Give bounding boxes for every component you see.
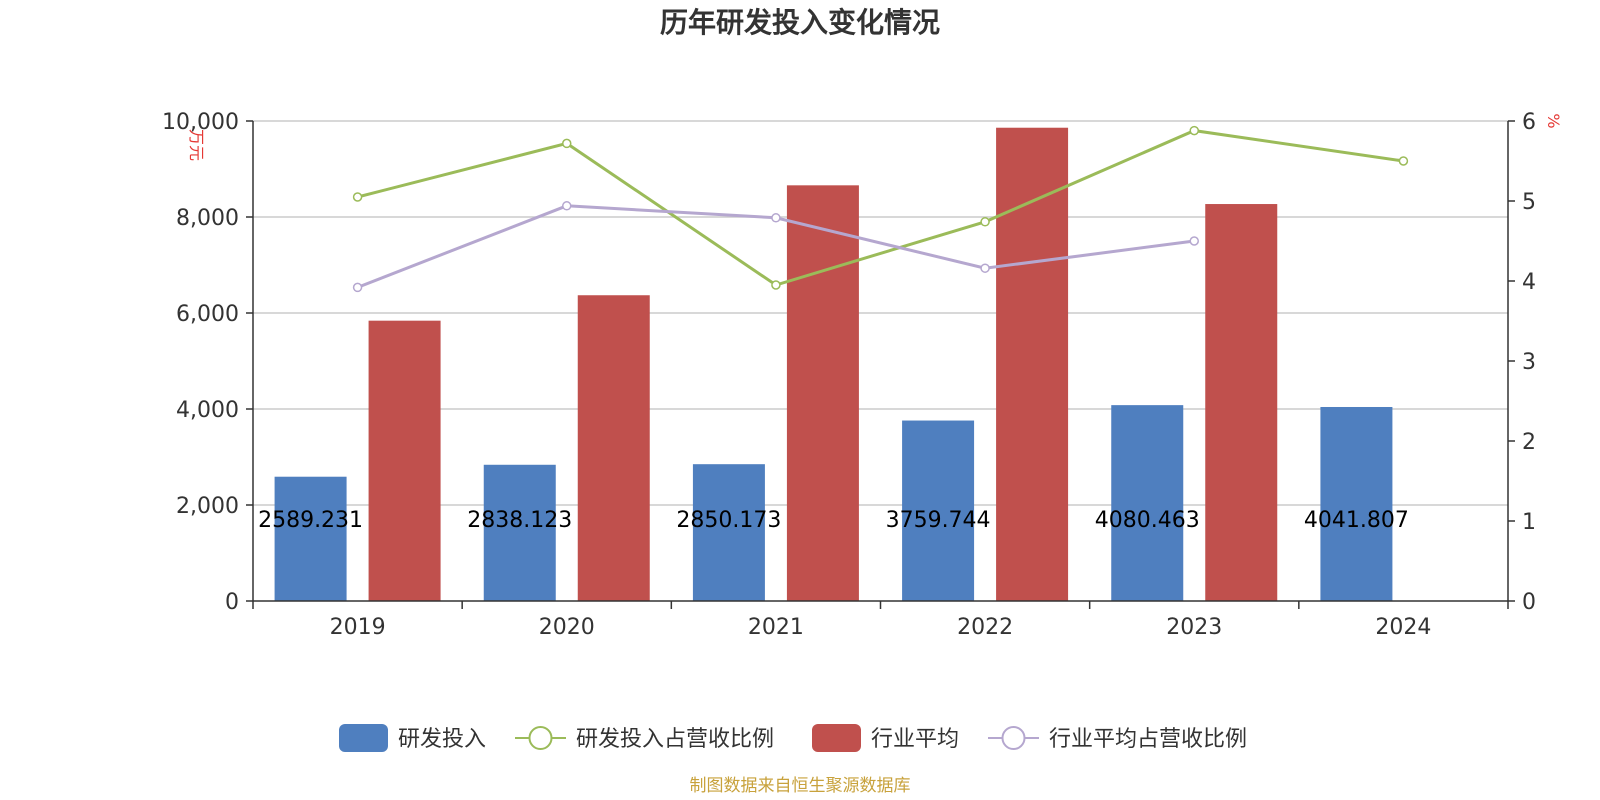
x-tick-label: 2024 — [1375, 615, 1431, 640]
line-rd-ratio-point — [771, 280, 781, 290]
x-tick-label: 2019 — [330, 615, 386, 640]
bar-value-label: 4080.463 — [1095, 508, 1200, 533]
bar-value-label: 2838.123 — [467, 508, 572, 533]
bar-value-label: 2589.231 — [258, 508, 363, 533]
bar-industry-average — [996, 127, 1069, 601]
bar-value-label: 4041.807 — [1304, 508, 1409, 533]
source-note: 制图数据来自恒生聚源数据库 — [690, 776, 911, 796]
right-axis-unit: % — [1544, 113, 1563, 128]
bar-industry-average — [368, 320, 441, 601]
chart-title: 历年研发投入变化情况 — [660, 6, 940, 39]
left-tick-label: 2,000 — [176, 494, 239, 519]
line-rd-ratio-point — [1189, 125, 1199, 136]
x-tick-label: 2021 — [748, 615, 804, 640]
line-rd-ratio-point — [1398, 156, 1409, 166]
x-tick-label: 2022 — [957, 615, 1013, 640]
x-tick-label: 2020 — [539, 615, 595, 640]
left-tick-label: 4,000 — [176, 398, 239, 423]
bar-series — [274, 127, 1393, 602]
bar-industry-average — [786, 185, 859, 601]
right-tick-label: 0 — [1522, 590, 1536, 615]
line-rd-ratio-point — [562, 138, 572, 149]
bar-rd-investment — [483, 464, 556, 601]
line-industry-ratio-point — [771, 213, 781, 223]
legend-item: 研发投入 — [339, 724, 486, 752]
legend-label: 研发投入占营收比例 — [576, 727, 774, 752]
left-tick-label: 10,000 — [162, 110, 239, 135]
right-tick-label: 4 — [1522, 270, 1536, 295]
bar-value-label: 3759.744 — [886, 508, 991, 533]
line-rd-ratio-point — [980, 217, 990, 227]
legend-swatch-marker — [1001, 726, 1026, 750]
bar-industry-average — [577, 295, 650, 601]
line-industry-ratio-point — [562, 201, 572, 211]
legend-item: 研发投入占营收比例 — [515, 726, 774, 752]
legend-swatch-marker — [528, 726, 553, 750]
legend-label: 研发投入 — [398, 727, 486, 752]
line-rd-ratio — [357, 129, 1404, 287]
bar-industry-average — [1205, 204, 1278, 602]
data-labels: 2589.231 2838.123 2850.173 3759.744 4080.463… — [258, 508, 1409, 533]
legend-item: 行业平均占营收比例 — [988, 726, 1247, 752]
x-tick-label: 2023 — [1166, 615, 1222, 640]
line-industry-ratio-point — [352, 282, 363, 293]
right-tick-label: 2 — [1522, 430, 1536, 455]
bar-value-label: 2850.173 — [676, 508, 781, 533]
legend: 研发投入 研发投入占营收比例 行业平均 行业平均占营收比例 — [339, 724, 1247, 752]
right-tick-label: 6 — [1522, 110, 1536, 135]
legend-swatch-bar — [339, 724, 388, 752]
right-tick-label: 1 — [1522, 510, 1536, 535]
right-tick-label: 5 — [1522, 190, 1536, 215]
line-rd-ratio-point — [352, 192, 363, 202]
bar-rd-investment — [902, 420, 975, 601]
bar-rd-investment — [274, 476, 347, 601]
bar-rd-investment — [1320, 406, 1393, 601]
left-tick-label: 6,000 — [176, 302, 239, 327]
legend-swatch-bar — [812, 724, 861, 752]
axes: 0 2,000 4,000 6,000 8,000 10,000 0 1 2 3 4 5 6 2019 20… — [162, 110, 1536, 640]
grid-lines — [253, 120, 1508, 506]
legend-label: 行业平均 — [871, 727, 959, 752]
line-industry-ratio-point — [980, 263, 990, 273]
bar-rd-investment — [1111, 405, 1184, 601]
left-tick-label: 0 — [225, 590, 239, 615]
right-tick-label: 3 — [1522, 350, 1536, 375]
legend-label: 行业平均占营收比例 — [1049, 727, 1247, 752]
bar-rd-investment — [692, 464, 765, 601]
left-axis-unit: 万元 — [187, 129, 206, 161]
line-series — [352, 125, 1409, 293]
left-tick-label: 8,000 — [176, 206, 239, 231]
legend-item: 行业平均 — [812, 724, 959, 752]
line-industry-ratio-point — [1189, 236, 1199, 246]
